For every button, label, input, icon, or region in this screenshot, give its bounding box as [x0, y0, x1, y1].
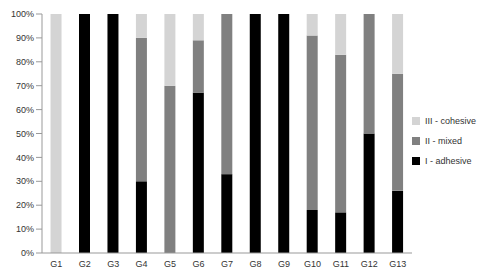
svg-text:80%: 80%	[16, 57, 34, 67]
svg-text:60%: 60%	[16, 105, 34, 115]
html-text:III - cohesive: III - cohesive	[425, 115, 476, 126]
svg-text:30%: 30%	[16, 176, 34, 186]
svg-text:G9: G9	[278, 259, 290, 269]
svg-text:G11: G11	[333, 259, 349, 269]
svg-text:G12: G12	[361, 259, 378, 269]
svg-text:40%: 40%	[16, 153, 34, 163]
svg-text:G2: G2	[79, 259, 91, 269]
svg-text:G5: G5	[164, 259, 176, 269]
svg-text:20%: 20%	[16, 200, 34, 210]
svg-text:G10: G10	[304, 259, 321, 269]
svg-text:50%: 50%	[16, 129, 34, 139]
html-text:I - adhesive: I - adhesive	[425, 155, 472, 166]
svg-text:0%: 0%	[21, 248, 34, 258]
svg-text:90%: 90%	[16, 33, 34, 43]
svg-text:G3: G3	[107, 259, 119, 269]
svg-text:G4: G4	[136, 259, 148, 269]
html-text:II - mixed: II - mixed	[425, 135, 462, 146]
svg-text:G6: G6	[193, 259, 205, 269]
svg-text:G1: G1	[50, 259, 62, 269]
svg-text:G7: G7	[221, 259, 233, 269]
svg-text:G13: G13	[389, 259, 406, 269]
svg-text:10%: 10%	[16, 224, 34, 234]
svg-text:100%: 100%	[11, 9, 34, 19]
svg-text:70%: 70%	[16, 81, 34, 91]
svg-text:G8: G8	[249, 259, 261, 269]
